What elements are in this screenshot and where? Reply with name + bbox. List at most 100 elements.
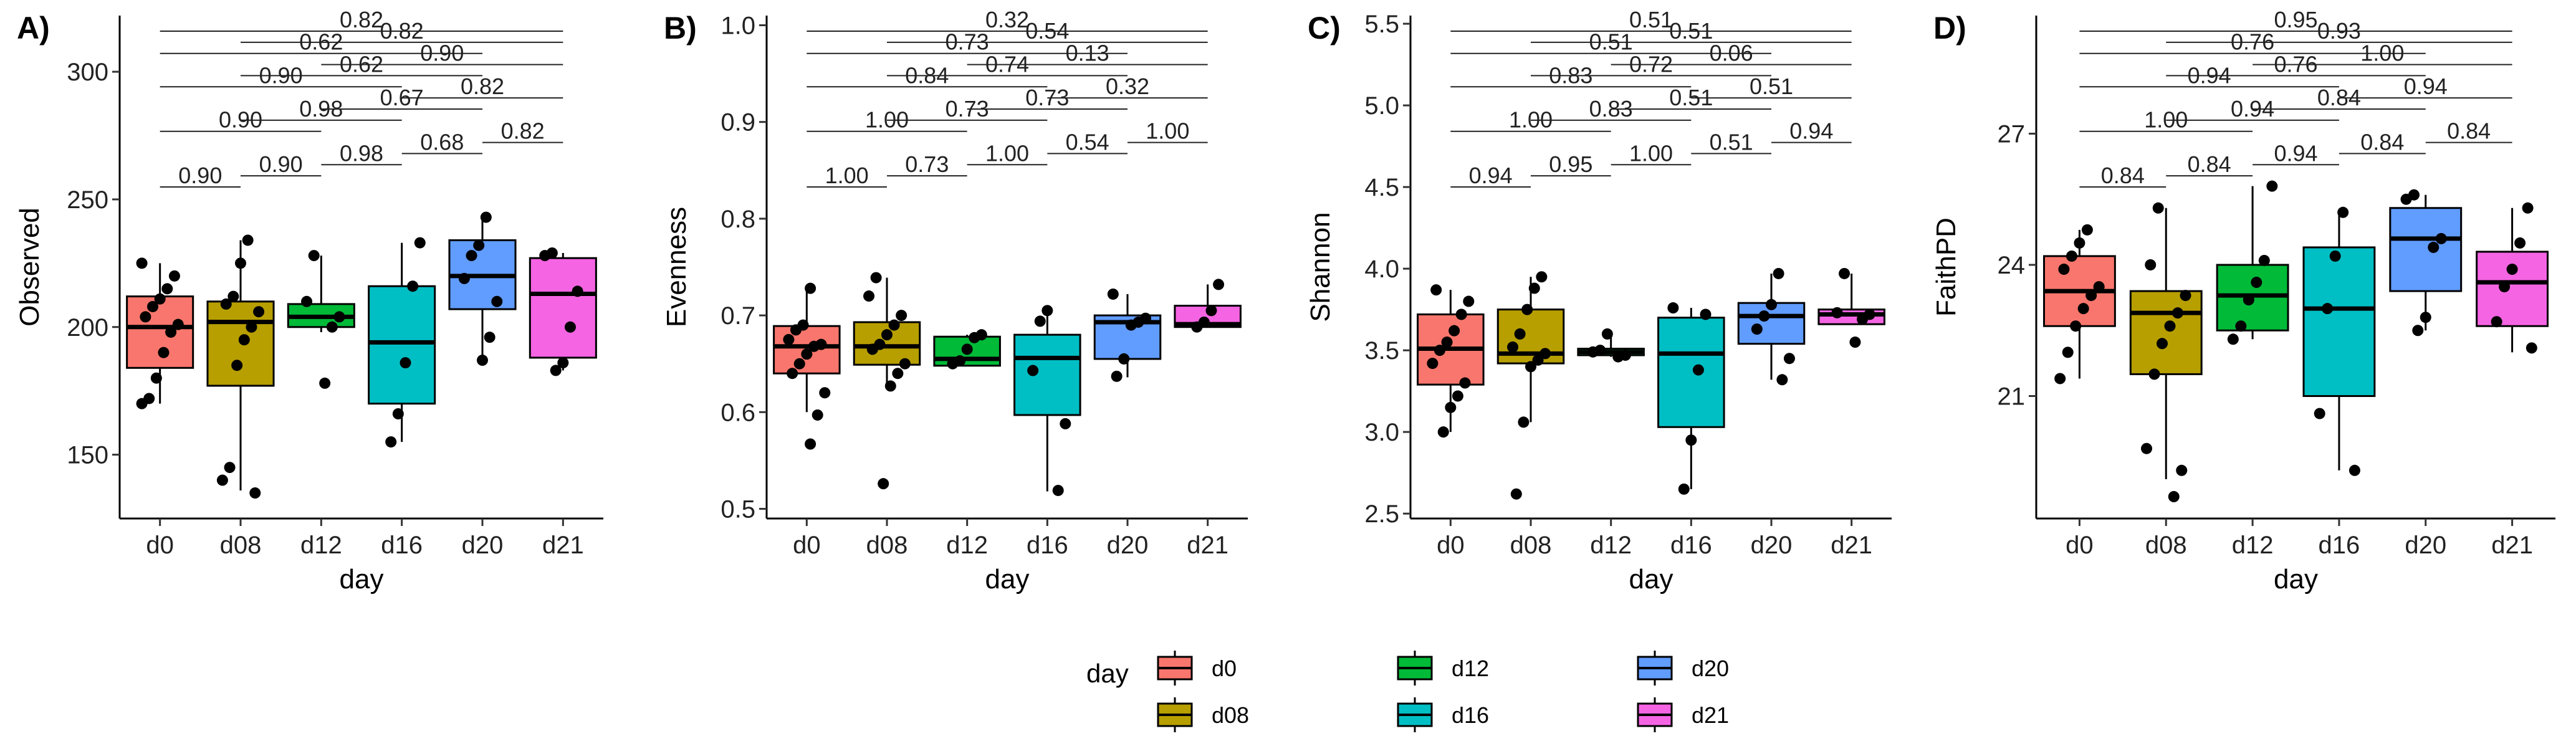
box-d0 <box>773 325 841 375</box>
data-point <box>2314 408 2325 419</box>
data-point <box>2168 490 2180 502</box>
data-point <box>892 368 904 380</box>
data-point <box>2141 442 2153 454</box>
data-point <box>484 332 496 343</box>
data-point <box>1459 377 1471 389</box>
data-point <box>1125 319 1137 331</box>
p-value-label: 1.00 <box>825 163 869 188</box>
y-tick-label: 24 <box>1998 252 2026 279</box>
p-value-label: 0.73 <box>1025 85 1069 110</box>
data-point <box>480 211 492 223</box>
data-point <box>400 357 411 369</box>
data-point <box>1518 416 1530 428</box>
x-tick-label: d20 <box>2405 532 2446 559</box>
y-tick-label: 0.9 <box>721 109 755 136</box>
data-point <box>1678 483 1690 495</box>
data-point <box>1751 323 1763 335</box>
data-point <box>961 343 973 355</box>
y-tick-label: 5.5 <box>1364 11 1399 38</box>
data-point <box>899 358 911 370</box>
legend-label: d21 <box>1692 702 1729 728</box>
data-point <box>140 311 151 323</box>
data-point <box>227 290 239 302</box>
legend-item-d16: d16 <box>1397 697 1489 732</box>
data-point <box>136 398 148 409</box>
data-point <box>1034 315 1046 327</box>
data-point <box>147 300 159 312</box>
data-point <box>235 257 246 269</box>
y-axis-title: FaithPD <box>1931 217 1961 317</box>
legend-item-d12: d12 <box>1397 651 1489 686</box>
p-value-label: 0.84 <box>2101 163 2145 188</box>
data-point <box>1525 361 1536 373</box>
data-point <box>572 285 583 297</box>
box-d21 <box>2476 251 2549 327</box>
p-value-label: 0.62 <box>340 51 383 77</box>
x-axis-title: day <box>985 564 1030 595</box>
data-point <box>2499 281 2511 293</box>
x-tick-label: d20 <box>1751 532 1793 559</box>
data-point <box>150 372 162 384</box>
panel-label: B) <box>664 11 697 45</box>
data-point <box>787 368 798 380</box>
data-point <box>2077 303 2089 315</box>
data-point <box>1052 484 1064 496</box>
p-value-label: 0.51 <box>1589 29 1633 55</box>
data-point <box>168 270 180 282</box>
data-point <box>870 272 882 284</box>
data-point <box>564 321 576 333</box>
data-point <box>2085 290 2097 302</box>
data-point <box>2227 333 2239 345</box>
p-value-label: 0.90 <box>259 62 303 88</box>
x-tick-label: d16 <box>1027 532 1068 559</box>
box-d16 <box>2302 246 2376 398</box>
y-tick-label: 150 <box>67 442 108 469</box>
legend-label: d16 <box>1452 702 1489 728</box>
p-value-label: 0.54 <box>1025 18 1069 44</box>
box-d16 <box>1013 333 1081 416</box>
data-point <box>2074 237 2085 249</box>
legend-item-d0: d0 <box>1157 651 1237 686</box>
data-point <box>539 250 551 262</box>
y-tick-label: 250 <box>67 186 108 214</box>
p-value-label: 0.76 <box>2274 51 2317 77</box>
x-tick-label: d0 <box>2066 532 2094 559</box>
x-tick-label: d12 <box>1590 532 1632 559</box>
data-point <box>805 282 816 294</box>
box-d21 <box>529 257 597 359</box>
data-point <box>2428 241 2440 253</box>
data-point <box>888 319 900 331</box>
legend: day d0 d08 d12 d16 d20 d21 <box>1086 651 1729 732</box>
data-point <box>801 348 813 360</box>
x-tick-label: d16 <box>381 532 423 559</box>
x-tick-label: d08 <box>2145 532 2187 559</box>
p-value-label: 1.00 <box>1146 118 1189 144</box>
data-point <box>458 272 470 284</box>
data-point <box>407 280 419 292</box>
data-point <box>783 333 795 345</box>
p-value-label: 0.73 <box>946 96 989 122</box>
data-point <box>1758 310 1770 322</box>
p-value-label: 0.93 <box>2317 18 2361 44</box>
data-point <box>2180 290 2191 302</box>
data-point <box>1667 302 1679 314</box>
p-value-label: 0.51 <box>1669 85 1713 110</box>
data-point <box>2420 312 2431 323</box>
data-point <box>1587 346 1599 358</box>
data-point <box>1773 267 1784 279</box>
data-point <box>881 329 893 341</box>
data-point <box>1205 305 1217 317</box>
p-value-label: 0.84 <box>2188 151 2231 177</box>
p-value-label: 0.84 <box>2317 85 2361 110</box>
data-point <box>2164 320 2176 332</box>
p-value-label: 0.90 <box>219 107 262 133</box>
data-point <box>158 346 170 358</box>
data-point <box>2070 320 2082 332</box>
p-value-label: 0.82 <box>340 7 383 32</box>
legend-item-d08: d08 <box>1157 697 1249 732</box>
data-point <box>2235 320 2247 332</box>
data-point <box>477 355 488 366</box>
panel-label: A) <box>17 11 50 45</box>
x-tick-label: d12 <box>2232 532 2274 559</box>
data-point <box>550 365 562 376</box>
